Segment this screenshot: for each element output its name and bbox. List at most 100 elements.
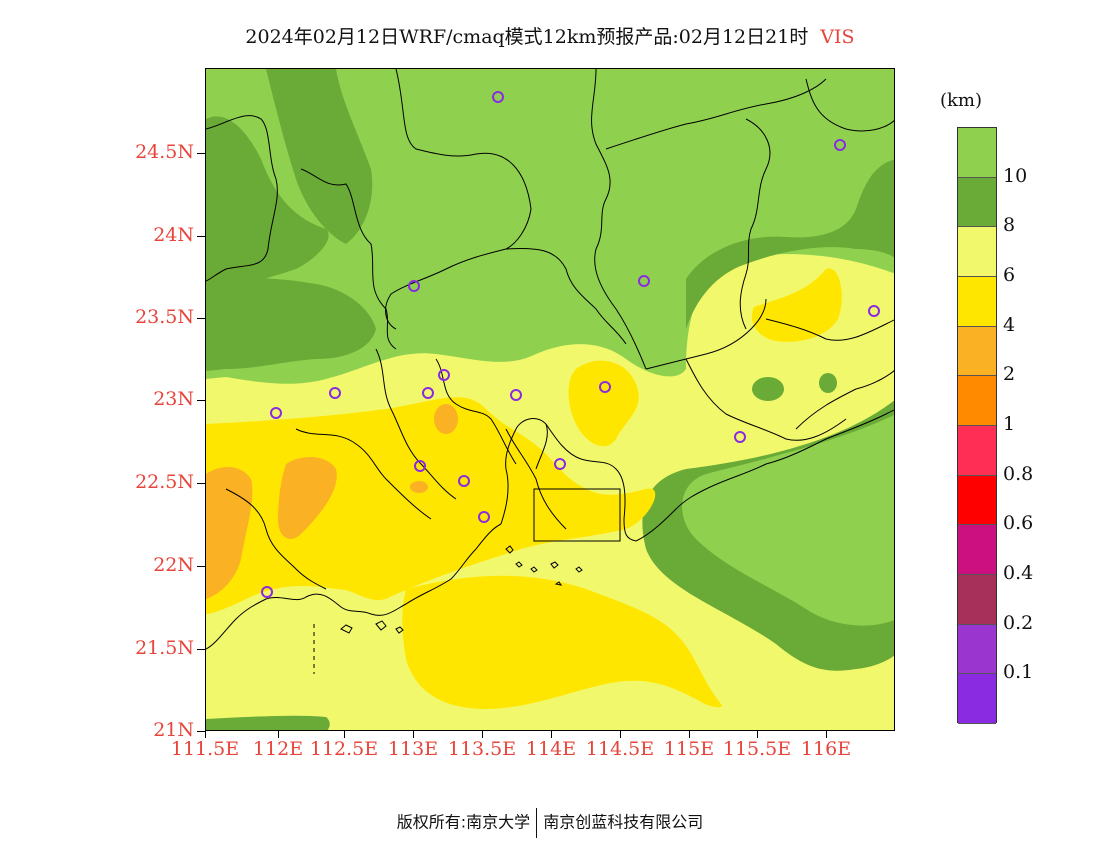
city-marker — [422, 387, 434, 399]
city-marker — [414, 460, 426, 472]
legend-swatch — [958, 674, 996, 724]
longitude-tick — [551, 731, 552, 738]
chart-title: 2024年02月12日WRF/cmaq模式12km预报产品:02月12日21时 V… — [0, 22, 1100, 49]
city-marker — [270, 407, 282, 419]
longitude-tick — [344, 731, 345, 738]
vis-4-6-sea — [402, 575, 722, 709]
longitude-label: 114E — [525, 738, 577, 760]
legend-label: 6 — [1003, 264, 1016, 286]
vis-2-4-west — [206, 467, 253, 599]
legend-swatch — [958, 177, 996, 228]
latitude-label: 21.5N — [135, 637, 194, 659]
longitude-label: 113.5E — [447, 738, 517, 760]
longitude-label: 115.5E — [722, 738, 792, 760]
city-marker — [261, 586, 273, 598]
vis-4-6-northeast — [751, 268, 842, 342]
legend-label: 8 — [1003, 214, 1016, 237]
vis-over-10-north — [206, 69, 894, 384]
latitude-tick — [197, 318, 205, 319]
longitude-label: 112.5E — [309, 738, 379, 760]
longitude-label: 111.5E — [170, 738, 240, 760]
latitude-tick — [197, 400, 205, 401]
latitude-label: 22.5N — [135, 471, 194, 493]
islands — [313, 545, 583, 674]
longitude-tick — [413, 731, 414, 738]
longitude-tick — [689, 731, 690, 738]
legend-swatch — [958, 227, 996, 277]
vis-8-10-blob — [752, 377, 784, 401]
longitude-label: 114.5E — [585, 738, 655, 760]
latitude-tick — [197, 236, 205, 237]
city-marker — [478, 511, 490, 523]
city-marker — [510, 389, 522, 401]
latitude-tick — [197, 483, 205, 484]
admin-boundaries — [206, 69, 894, 590]
footer-separator — [536, 808, 538, 838]
estuary-box — [533, 488, 621, 542]
longitude-label: 116E — [800, 738, 852, 760]
vis-2-4-blob — [434, 404, 458, 434]
latitude-tick — [197, 649, 205, 650]
city-marker — [329, 387, 341, 399]
latitude-tick — [197, 566, 205, 567]
city-marker — [638, 275, 650, 287]
vis-8-10-west — [206, 278, 376, 371]
vis-8-10-northeast — [686, 159, 894, 329]
legend-swatch — [958, 326, 996, 377]
longitude-tick — [826, 731, 827, 738]
latitude-tick — [197, 731, 205, 732]
city-marker — [868, 305, 880, 317]
legend-swatch — [958, 574, 996, 625]
title-text: 2024年02月12日WRF/cmaq模式12km预报产品:02月12日21时 — [245, 26, 809, 48]
legend-label: 1 — [1003, 413, 1016, 435]
legend-label: 0.6 — [1003, 512, 1034, 535]
legend-swatch — [958, 624, 996, 675]
coastline — [206, 409, 894, 650]
company-text: 南京创蓝科技有限公司 — [543, 812, 704, 832]
latitude-label: 21N — [153, 719, 194, 741]
longitude-label: 113E — [387, 738, 439, 760]
legend-swatch — [958, 425, 996, 476]
city-marker — [408, 280, 420, 292]
longitude-label: 112E — [252, 738, 304, 760]
legend-label: 0.2 — [1003, 611, 1034, 634]
footer: 版权所有:南京大学 南京创蓝科技有限公司 — [0, 808, 1100, 838]
city-marker — [554, 458, 566, 470]
legend-swatch — [958, 376, 996, 426]
city-marker — [734, 431, 746, 443]
vis-2-4-center — [278, 457, 337, 539]
legend-label: 10 — [1003, 164, 1028, 187]
longitude-tick — [482, 731, 483, 738]
vis-8-10-bottom-strip — [206, 715, 330, 730]
visibility-field — [206, 69, 894, 730]
vis-8-10-north-center — [266, 69, 373, 244]
longitude-tick — [757, 731, 758, 738]
latitude-label: 23.5N — [135, 306, 194, 328]
legend-label: 2 — [1003, 363, 1016, 386]
vis-8-10-northwest — [206, 116, 329, 289]
latitude-label: 23N — [153, 388, 194, 410]
variable-label: VIS — [820, 26, 855, 48]
city-marker — [438, 369, 450, 381]
vis-4-6-east — [568, 360, 639, 447]
longitude-label: 115E — [663, 738, 715, 760]
legend-swatch — [958, 128, 996, 178]
longitude-tick — [205, 731, 206, 738]
vis-8-10-blob-2 — [819, 373, 837, 393]
vis-over-10-southeast — [682, 414, 894, 626]
legend-swatch — [958, 276, 996, 327]
legend-label: 4 — [1003, 313, 1016, 336]
forecast-map — [205, 68, 895, 731]
vis-2-4-blob-2 — [410, 481, 428, 493]
city-marker — [458, 475, 470, 487]
legend-unit: (km) — [940, 90, 983, 111]
longitude-tick — [620, 731, 621, 738]
legend-label: 0.4 — [1003, 562, 1034, 584]
legend-label: 0.1 — [1003, 661, 1034, 684]
legend-swatch — [958, 475, 996, 526]
legend-label: 0.8 — [1003, 462, 1034, 485]
legend-colorbar — [957, 127, 997, 724]
latitude-label: 24N — [153, 224, 194, 246]
city-marker — [492, 91, 504, 103]
city-markers — [261, 91, 880, 598]
